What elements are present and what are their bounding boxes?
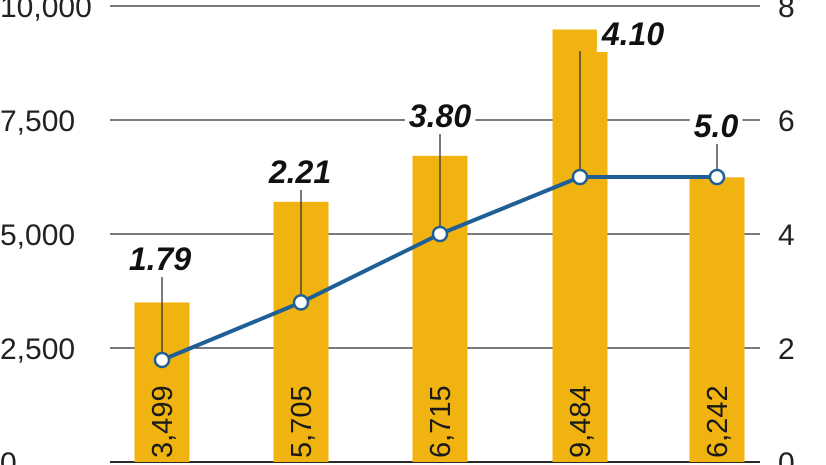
right-axis-tick-label: 2 <box>778 333 795 366</box>
line-value-label: 1.79 <box>129 241 191 277</box>
left-axis-tick-label: 5,000 <box>0 219 75 252</box>
left-axis-tick-label: 7,500 <box>0 105 75 138</box>
line-point <box>708 168 726 186</box>
right-axis-tick-label: 6 <box>778 105 795 138</box>
line-label-backing <box>124 241 196 277</box>
right-axis-tick-label: 8 <box>778 0 795 24</box>
line-label-backing <box>689 108 743 144</box>
bar-value-label: 6,242 <box>702 385 734 458</box>
left-axis-tick-label: 10,000 <box>0 0 92 24</box>
line-label-backing <box>404 98 476 134</box>
left-axis-tick-label: 0 <box>0 447 17 465</box>
line-point <box>431 225 449 243</box>
bar-value-label: 5,705 <box>286 385 318 458</box>
line-label-backing <box>596 16 669 52</box>
bar-series: 3,499 5,705 6,715 9,484 6,242 <box>134 29 745 463</box>
line-value-label: 3.80 <box>409 98 471 134</box>
right-axis: 0 2 4 6 8 <box>778 0 795 465</box>
line-point <box>292 294 310 311</box>
line-point <box>153 351 171 369</box>
bar-value-label: 3,499 <box>147 385 179 458</box>
left-axis: 0 2,500 5,000 7,500 10,000 <box>0 0 92 465</box>
bar-value-label: 6,715 <box>425 385 457 458</box>
right-axis-tick-label: 0 <box>778 447 795 465</box>
line-value-label: 2.21 <box>268 154 331 190</box>
left-axis-tick-label: 2,500 <box>0 333 75 366</box>
right-axis-tick-label: 4 <box>778 219 795 252</box>
line-value-label: 5.0 <box>694 108 739 144</box>
line-value-label: 4.10 <box>601 16 664 52</box>
line-point <box>571 168 589 186</box>
bar <box>689 177 745 462</box>
bar-value-label: 9,484 <box>565 385 597 458</box>
line-label-backing <box>263 154 336 190</box>
line-series: 1.79 2.21 3.80 4.10 5.0 <box>124 16 743 369</box>
